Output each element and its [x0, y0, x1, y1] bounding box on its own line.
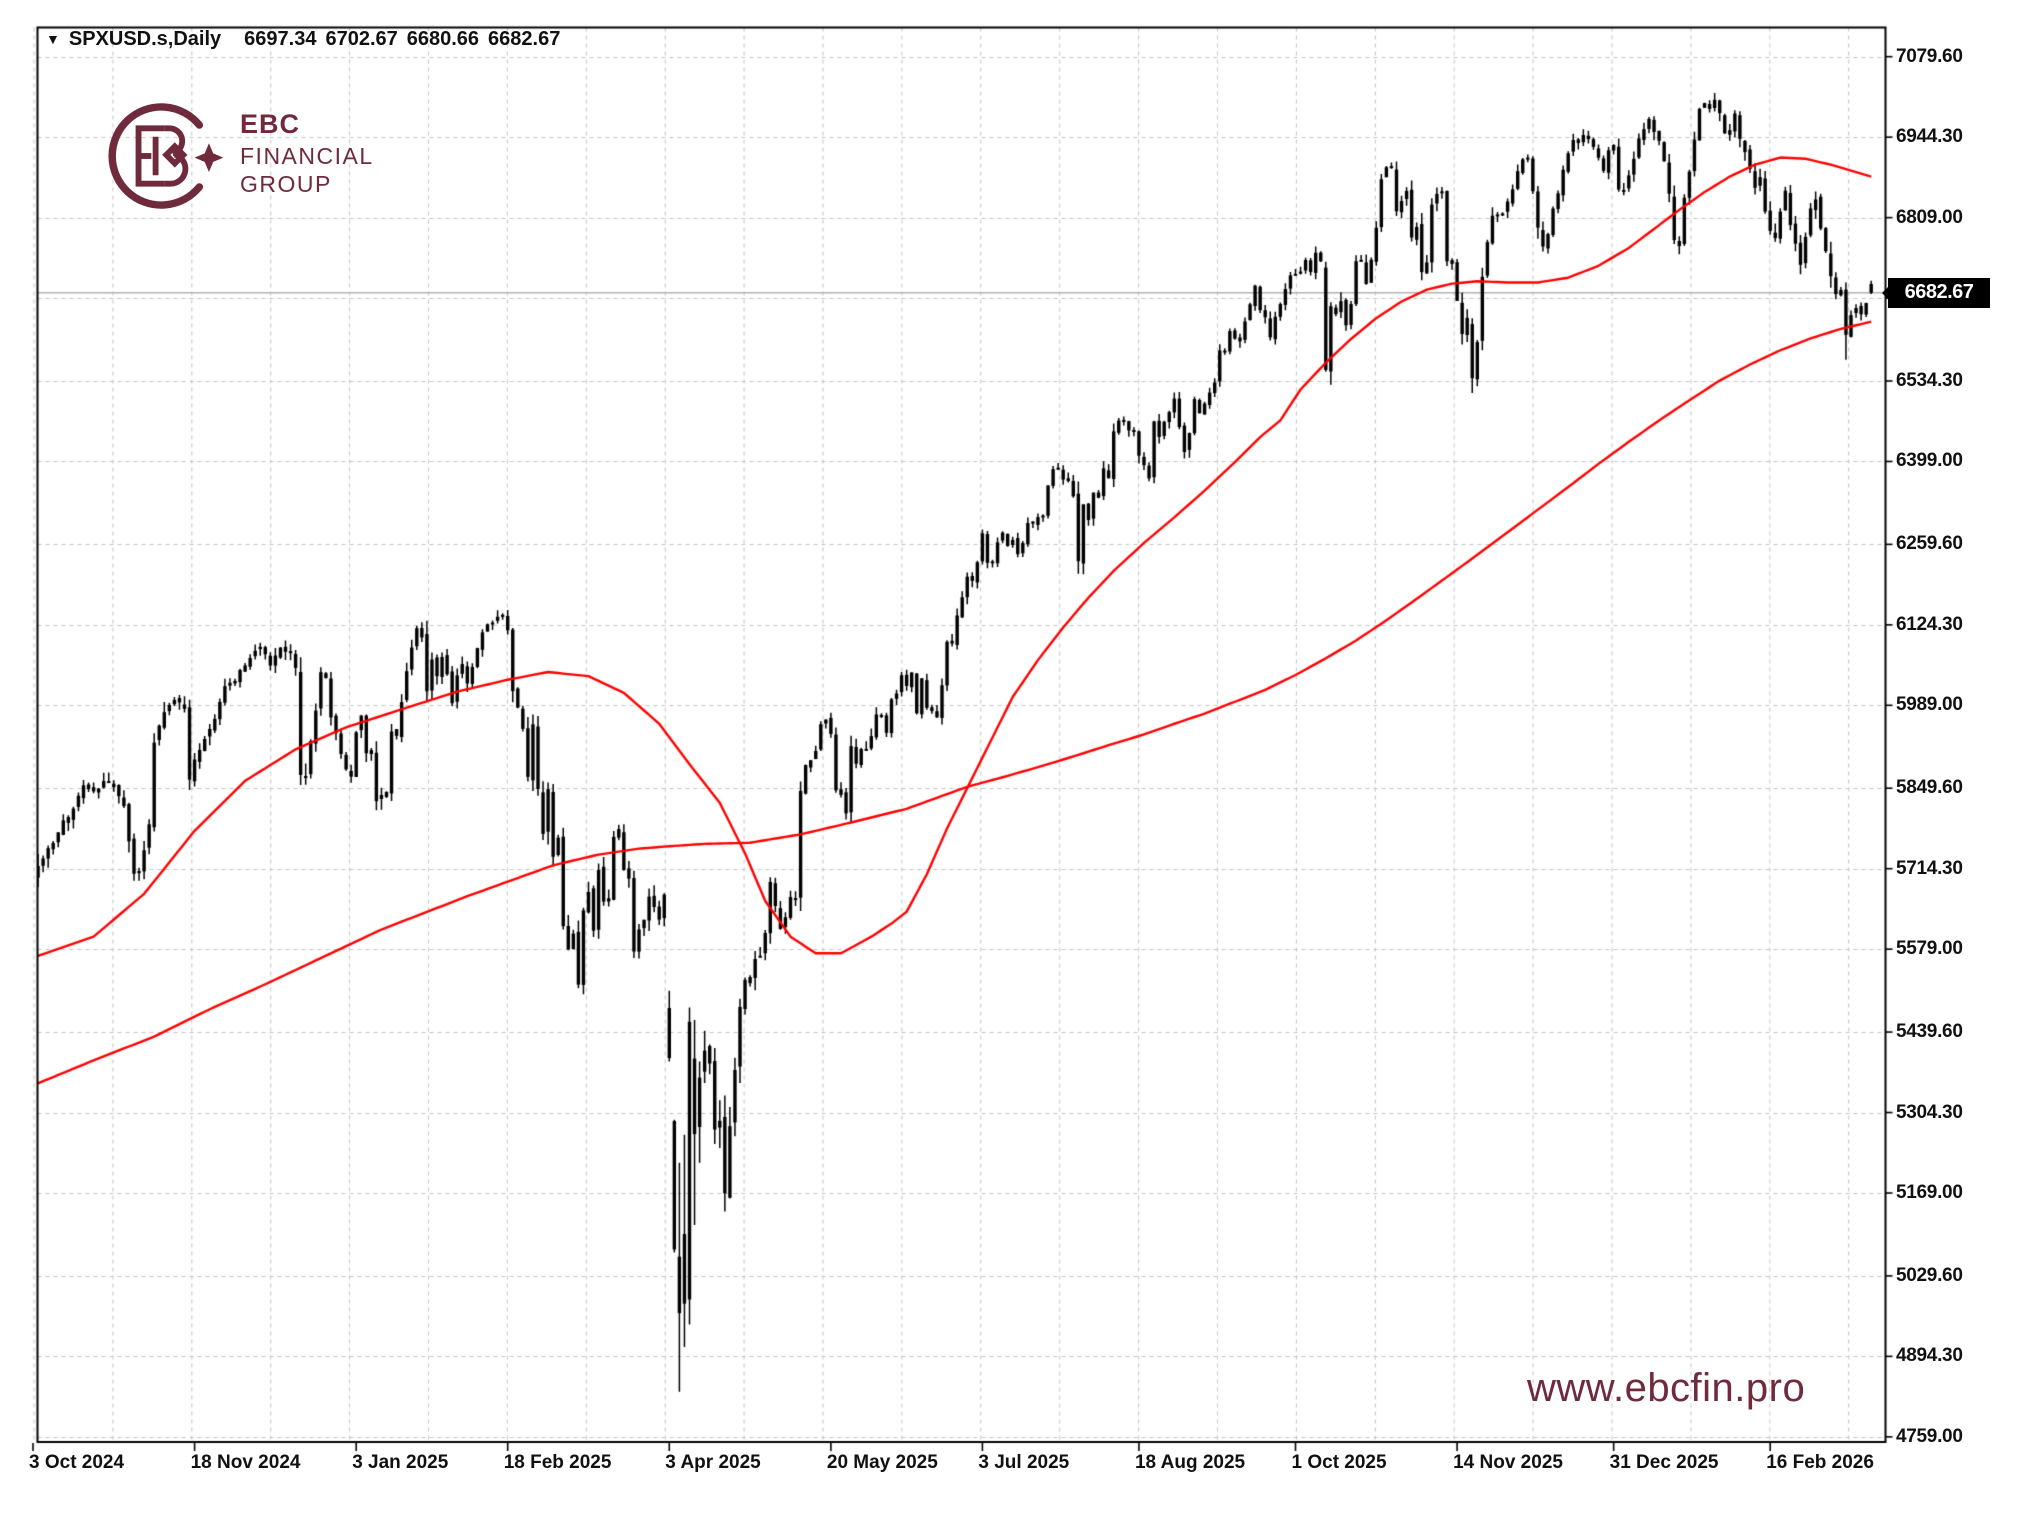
logo-line3: GROUP — [240, 171, 332, 197]
low-value: 6680.66 — [406, 28, 480, 50]
price-axis-label: 6944.30 — [1896, 126, 1963, 148]
high-value: 6702.67 — [325, 28, 398, 50]
price-axis-label: 6124.30 — [1896, 613, 1963, 635]
price-axis-label: 5579.00 — [1896, 938, 1963, 960]
close-value: 6682.67 — [488, 28, 561, 50]
ebc-monogram-icon — [108, 103, 224, 209]
price-axis-label: 5439.60 — [1896, 1021, 1963, 1043]
price-axis-label: 4759.00 — [1896, 1425, 1963, 1447]
price-axis-label: 5029.60 — [1896, 1264, 1963, 1286]
price-axis-label: 6399.00 — [1896, 450, 1963, 472]
date-axis-label: 16 Feb 2026 — [1766, 1452, 1874, 1473]
date-axis-label: 20 May 2025 — [826, 1452, 938, 1473]
price-axis-label: 5714.30 — [1896, 857, 1963, 879]
date-axis-label: 18 Feb 2025 — [503, 1452, 612, 1473]
date-axis-label: 31 Dec 2025 — [1609, 1452, 1719, 1473]
price-axis-label: 6259.60 — [1896, 533, 1963, 555]
price-axis-label: 6809.00 — [1896, 206, 1963, 228]
price-axis-label: 5169.00 — [1896, 1182, 1963, 1203]
price-axis-label: 5849.60 — [1896, 777, 1963, 799]
date-axis-label: 3 Oct 2024 — [29, 1452, 125, 1473]
collapse-icon[interactable]: ▼ — [46, 31, 60, 47]
date-axis-label: 18 Nov 2024 — [190, 1452, 301, 1473]
price-axis-label: 5989.00 — [1896, 694, 1963, 716]
price-axis-label: 6534.30 — [1896, 370, 1963, 391]
date-axis-label: 3 Jan 2025 — [352, 1452, 449, 1473]
price-axis-label: 5304.30 — [1896, 1101, 1963, 1123]
date-axis-label: 3 Jul 2025 — [978, 1452, 1070, 1473]
date-axis-label: 14 Nov 2025 — [1453, 1452, 1563, 1473]
logo-line2: FINANCIAL — [240, 143, 374, 169]
date-axis-label: 1 Oct 2025 — [1291, 1452, 1387, 1473]
chart-title-bar: ▼ SPXUSD.s,Daily 6697.34 6702.67 6680.66… — [46, 28, 560, 51]
symbol-period-label: SPXUSD.s,Daily — [68, 28, 222, 50]
ebc-logo: EBC FINANCIAL GROUP — [98, 92, 374, 220]
open-value: 6697.34 — [244, 28, 317, 50]
date-axis-label: 18 Aug 2025 — [1134, 1452, 1246, 1473]
sparkle-icon — [194, 143, 224, 172]
current-price-tag: 6682.67 — [1882, 277, 1990, 308]
price-axis-label: 7079.60 — [1896, 45, 1963, 67]
price-axis-label: 4894.30 — [1896, 1345, 1963, 1367]
logo-name: EBC — [240, 109, 301, 139]
date-axis-label: 3 Apr 2025 — [665, 1452, 761, 1473]
ebc-logo-text: EBC FINANCIAL GROUP — [240, 111, 374, 201]
watermark: www.ebcfin.pro — [1527, 1366, 1806, 1410]
